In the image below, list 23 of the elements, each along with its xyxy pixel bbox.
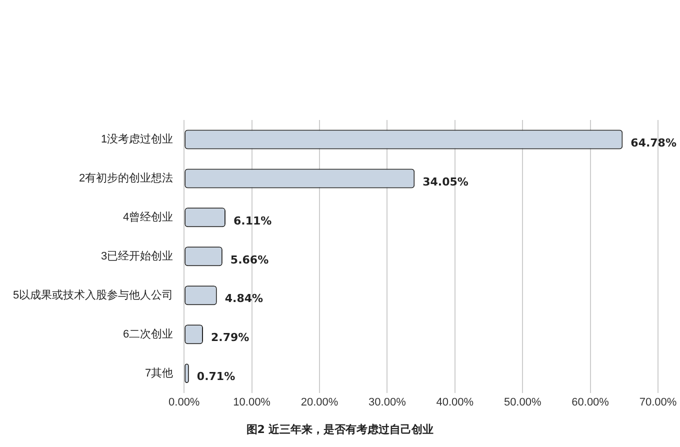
x-tick-label: 0.00% bbox=[168, 396, 200, 408]
data-label: 4.84% bbox=[224, 292, 264, 306]
data-label: 5.66% bbox=[230, 253, 269, 266]
x-tick-label: 70.00% bbox=[639, 396, 677, 408]
caption: 图2 近三年来，是否有考虑过自己创业 bbox=[245, 422, 435, 437]
y-tick-label: 7其他 bbox=[144, 366, 174, 380]
x-tick-label: 10.00% bbox=[233, 396, 271, 408]
x-tick-label: 50.00% bbox=[504, 396, 542, 408]
data-label: 34.05% bbox=[422, 175, 468, 188]
y-tick-label: 2有初步的创业想法 bbox=[78, 171, 174, 184]
y-tick-label: 5以成果或技术入股参与他人公司 bbox=[12, 288, 174, 302]
y-tick-label: 4曾经创业 bbox=[122, 210, 174, 224]
data-label: 6.11% bbox=[233, 214, 272, 228]
x-tick-label: 20.00% bbox=[300, 396, 338, 408]
y-tick-label: 3已经开始创业 bbox=[100, 249, 174, 262]
y-tick-label: 6二次创业 bbox=[122, 327, 174, 340]
x-tick-label: 40.00% bbox=[436, 396, 474, 408]
y-tick-label: 1没考虑过创业 bbox=[100, 132, 174, 146]
x-tick-label: 60.00% bbox=[572, 396, 610, 408]
data-label: 0.71% bbox=[196, 370, 236, 384]
data-label: 64.78% bbox=[630, 136, 676, 150]
x-tick-label: 30.00% bbox=[368, 396, 406, 408]
data-label: 2.79% bbox=[211, 331, 250, 344]
